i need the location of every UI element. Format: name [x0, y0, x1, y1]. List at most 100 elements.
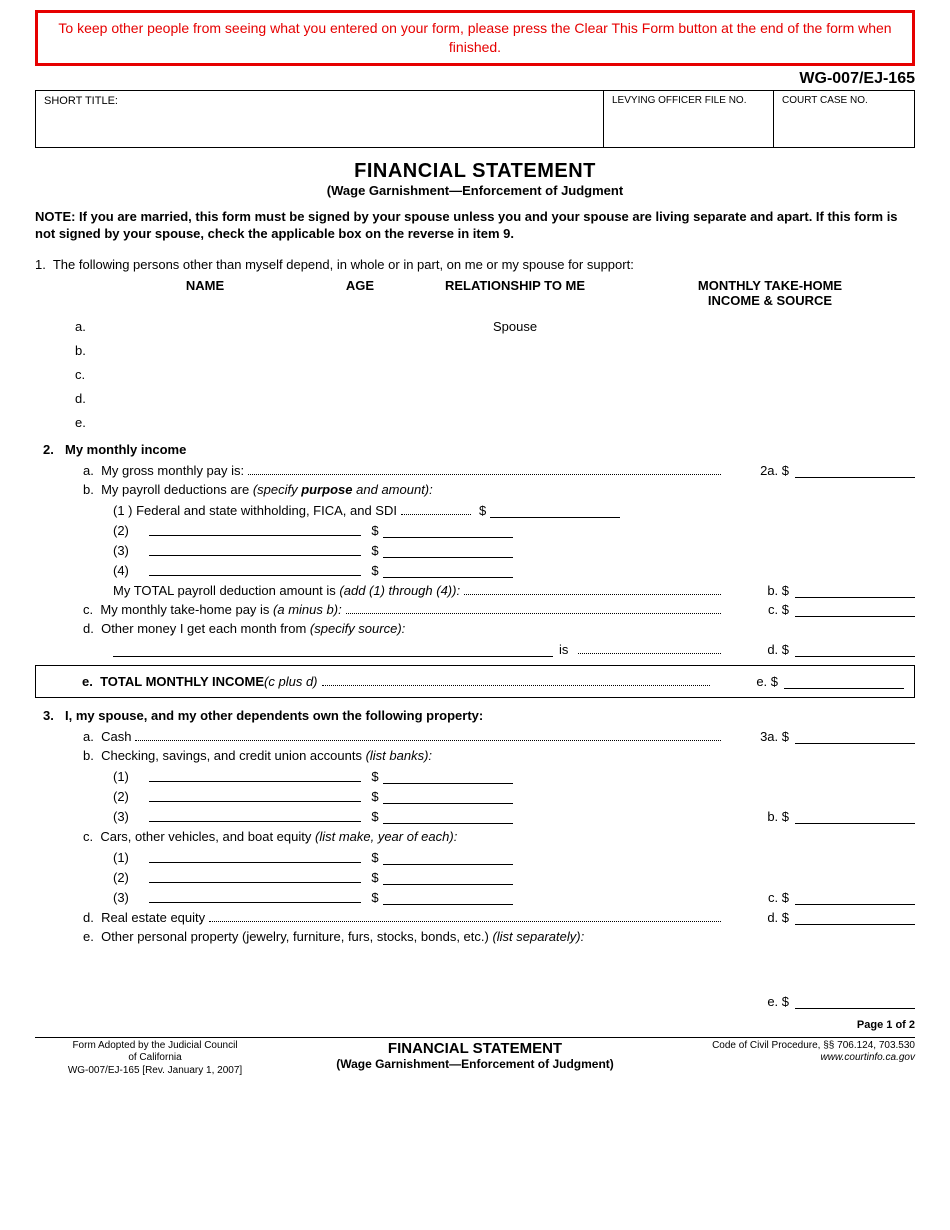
dependent-row-c[interactable]: c. [35, 366, 915, 384]
title-block: FINANCIAL STATEMENT (Wage Garnishment—En… [35, 160, 915, 198]
col-name: NAME [95, 278, 315, 308]
q3c3-vehicle-input[interactable] [149, 902, 361, 903]
col-age: AGE [315, 278, 405, 308]
q2-num: 2. [35, 442, 65, 457]
footer-center: FINANCIAL STATEMENT (Wage Garnishment—En… [275, 1040, 675, 1078]
q3b-heading: b. Checking, savings, and credit union a… [35, 748, 915, 763]
dependent-row-d[interactable]: d. [35, 390, 915, 408]
form-title: FINANCIAL STATEMENT [35, 160, 915, 183]
q1-num: 1. [35, 257, 46, 272]
q2c-row: c. My monthly take-home pay is (a minus … [35, 602, 915, 617]
q2b3-purpose-input[interactable] [149, 555, 361, 556]
col-relationship: RELATIONSHIP TO ME [405, 278, 625, 308]
q2d-input[interactable] [795, 643, 915, 657]
q3e-heading: e. Other personal property (jewelry, fur… [35, 929, 915, 944]
q2b4-amount-input[interactable] [383, 564, 513, 578]
dependent-row-b[interactable]: b. [35, 342, 915, 360]
q3d-input[interactable] [795, 911, 915, 925]
q2b2-purpose-input[interactable] [149, 535, 361, 536]
short-title-label: SHORT TITLE: [44, 95, 118, 107]
q2b-total-row: My TOTAL payroll deduction amount is (ad… [35, 583, 915, 598]
q2b1-amount-input[interactable] [490, 504, 620, 518]
levying-officer-label: LEVYING OFFICER FILE NO. [612, 95, 746, 106]
q3e-label: e. $ [767, 994, 789, 1009]
q3b2-bank-input[interactable] [149, 801, 361, 802]
section-1: 1. The following persons other than myse… [35, 257, 915, 432]
q1-text: 1. The following persons other than myse… [35, 257, 915, 272]
q3c1-vehicle-input[interactable] [149, 862, 361, 863]
q2e-label: e. $ [756, 674, 778, 689]
short-title-box[interactable]: SHORT TITLE: [36, 91, 604, 147]
q3c-heading: c. Cars, other vehicles, and boat equity… [35, 829, 915, 844]
spouse-note: NOTE: If you are married, this form must… [35, 208, 915, 243]
q2c-input[interactable] [795, 603, 915, 617]
q2e-input[interactable] [784, 675, 904, 689]
form-code: WG-007/EJ-165 [35, 70, 915, 88]
q2b-total-label: b. $ [767, 583, 789, 598]
q3c3-amount-input[interactable] [383, 891, 513, 905]
q2b-total-input[interactable] [795, 584, 915, 598]
q2d-heading: d. Other money I get each month from (sp… [35, 621, 915, 636]
q3b3-row: (3) $ b. $ [35, 809, 915, 824]
q2d-label: d. $ [767, 642, 789, 657]
q3b-label: b. $ [767, 809, 789, 824]
dependent-row-a[interactable]: a. Spouse [35, 318, 915, 336]
court-case-label: COURT CASE NO. [782, 95, 868, 106]
section-2: 2. My monthly income a. My gross monthly… [35, 442, 915, 698]
q3b3-amount-input[interactable] [383, 810, 513, 824]
q3c-input[interactable] [795, 891, 915, 905]
q3b1-row: (1) $ [35, 769, 915, 784]
q2b4-purpose-input[interactable] [149, 575, 361, 576]
form-page: To keep other people from seeing what yo… [0, 0, 950, 1087]
q3-num: 3. [35, 708, 65, 723]
q2b3-amount-input[interactable] [383, 544, 513, 558]
q3c2-amount-input[interactable] [383, 871, 513, 885]
header-box-row: SHORT TITLE: LEVYING OFFICER FILE NO. CO… [35, 90, 915, 148]
q3d-label: d. $ [767, 910, 789, 925]
q2b4-row: (4) $ [35, 563, 915, 578]
q3b2-amount-input[interactable] [383, 790, 513, 804]
q3b1-bank-input[interactable] [149, 781, 361, 782]
privacy-warning: To keep other people from seeing what yo… [35, 10, 915, 66]
q3e-input[interactable] [795, 995, 915, 1009]
q3d-row: d. Real estate equity d. $ [35, 910, 915, 925]
q3e-amount-row: e. $ [35, 994, 915, 1009]
section-3: 3. I, my spouse, and my other dependents… [35, 708, 915, 1009]
q3-heading: I, my spouse, and my other dependents ow… [65, 708, 915, 723]
q3b1-amount-input[interactable] [383, 770, 513, 784]
page-footer: Form Adopted by the Judicial Council of … [35, 1038, 915, 1078]
dependent-a-relationship: Spouse [405, 319, 625, 334]
q3a-input[interactable] [795, 730, 915, 744]
page-number: Page 1 of 2 [35, 1019, 915, 1031]
q2e-total-box: e. TOTAL MONTHLY INCOME (c plus d) e. $ [35, 665, 915, 698]
q3c2-row: (2) $ [35, 870, 915, 885]
q3b-input[interactable] [795, 810, 915, 824]
q2b-heading: b. My payroll deductions are (specify pu… [35, 482, 915, 497]
q3a-label: 3a. $ [760, 729, 789, 744]
footer-right: Code of Civil Procedure, §§ 706.124, 703… [675, 1040, 915, 1078]
q2b2-row: (2) $ [35, 523, 915, 538]
q2a-row: a. My gross monthly pay is: 2a. $ [35, 463, 915, 478]
q3a-row: a. Cash 3a. $ [35, 729, 915, 744]
q3b3-bank-input[interactable] [149, 821, 361, 822]
q2b3-row: (3) $ [35, 543, 915, 558]
q2b1-row: (1 ) Federal and state withholding, FICA… [35, 503, 915, 518]
q3c3-row: (3) $ c. $ [35, 890, 915, 905]
court-case-box[interactable]: COURT CASE NO. [774, 91, 914, 147]
form-subtitle: (Wage Garnishment—Enforcement of Judgmen… [35, 183, 915, 198]
q3c2-vehicle-input[interactable] [149, 882, 361, 883]
q2d-row: is d. $ [35, 642, 915, 657]
dependent-row-e[interactable]: e. [35, 414, 915, 432]
q2a-amount-input[interactable] [795, 464, 915, 478]
q1-column-headers: NAME AGE RELATIONSHIP TO ME MONTHLY TAKE… [35, 278, 915, 308]
q2c-label: c. $ [768, 602, 789, 617]
col-income: MONTHLY TAKE-HOME INCOME & SOURCE [625, 278, 915, 308]
q3c-label: c. $ [768, 890, 789, 905]
q3c1-row: (1) $ [35, 850, 915, 865]
q2a-amount-label: 2a. $ [760, 463, 789, 478]
q2b2-amount-input[interactable] [383, 524, 513, 538]
q3c1-amount-input[interactable] [383, 851, 513, 865]
levying-officer-box[interactable]: LEVYING OFFICER FILE NO. [604, 91, 774, 147]
q2d-source-input[interactable] [113, 643, 553, 657]
q3b2-row: (2) $ [35, 789, 915, 804]
